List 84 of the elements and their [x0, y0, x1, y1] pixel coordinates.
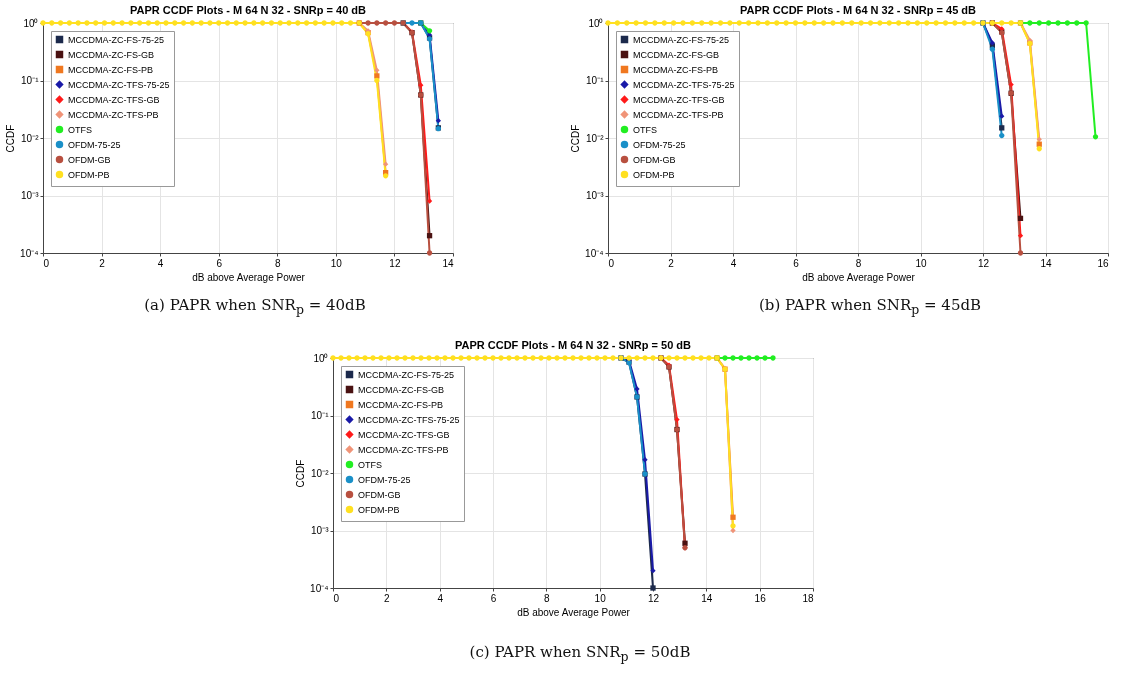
x-tick-label: 6 — [793, 257, 800, 269]
x-tick-label: 8 — [275, 257, 281, 269]
x-tick-label: 2 — [99, 257, 106, 269]
legend-label: OTFS — [358, 459, 382, 470]
x-tick-label: 14 — [442, 257, 454, 269]
x-tick-label: 2 — [668, 257, 675, 269]
x-tick-label: 8 — [544, 592, 551, 604]
legend-label: OFDM-75-25 — [358, 474, 411, 485]
y-tick-label: 10⁻⁴ — [310, 582, 329, 594]
legend-label: MCCDMA-ZC-FS-GB — [68, 49, 154, 60]
legend-label: MCCDMA-ZC-TFS-GB — [358, 429, 450, 440]
y-axis-title: CCDF — [570, 124, 582, 153]
legend-label: OFDM-GB — [358, 489, 401, 500]
x-tick-label: 8 — [855, 257, 862, 269]
y-tick-label: 10⁻¹ — [311, 410, 330, 421]
legend-label: OFDM-75-25 — [68, 139, 121, 150]
legend-label: MCCDMA-ZC-FS-75-25 — [358, 369, 455, 380]
x-tick-label: 10 — [330, 257, 343, 269]
y-axis-title: CCDF — [5, 124, 17, 153]
y-tick-label: 10⁻³ — [586, 190, 605, 201]
x-tick-label: 4 — [437, 592, 444, 604]
legend-label: OFDM-PB — [68, 169, 110, 180]
legend-label: MCCDMA-ZC-FS-75-25 — [633, 34, 730, 45]
y-tick-label: 10⁻¹ — [586, 75, 605, 86]
y-tick-label: 10⁰ — [23, 17, 39, 29]
legend-label: OFDM-PB — [358, 504, 400, 515]
x-tick-label: 14 — [701, 592, 713, 604]
legend-label: MCCDMA-ZC-TFS-GB — [68, 94, 160, 105]
text: (b) PAPR when SNR$_{p}$ = 45dB — [757, 296, 983, 317]
x-tick-label: 12 — [389, 257, 401, 269]
legend-label: MCCDMA-ZC-FS-75-25 — [68, 34, 165, 45]
y-tick-label: 10⁻⁴ — [20, 247, 39, 259]
y-tick-label: 10⁰ — [313, 352, 329, 364]
legend-label: MCCDMA-ZC-FS-PB — [358, 399, 443, 410]
y-tick-label: 10⁻¹ — [21, 75, 40, 86]
x-tick-label: 12 — [977, 257, 990, 269]
legend-label: MCCDMA-ZC-TFS-PB — [68, 109, 159, 120]
legend-label: MCCDMA-ZC-TFS-75-25 — [358, 414, 460, 425]
x-tick-label: 2 — [384, 592, 391, 604]
x-axis-title: dB above Average Power — [802, 271, 916, 283]
chart-title: PAPR CCDF Plots - M 64 N 32 - SNRp = 50 dB — [454, 339, 692, 351]
legend-label: MCCDMA-ZC-FS-GB — [633, 49, 719, 60]
legend-label: MCCDMA-ZC-FS-GB — [358, 384, 444, 395]
chart-title: PAPR CCDF Plots - M 64 N 32 - SNRp = 40 dB — [129, 4, 367, 16]
x-tick-label: 18 — [802, 592, 814, 604]
chart-title: PAPR CCDF Plots - M 64 N 32 - SNRp = 45 dB — [739, 4, 977, 16]
y-tick-label: 10⁻³ — [311, 525, 330, 536]
legend-label: OTFS — [68, 124, 92, 135]
y-tick-label: 10⁰ — [588, 17, 604, 29]
x-tick-label: 0 — [608, 257, 615, 269]
x-axis-title: dB above Average Power — [517, 606, 631, 618]
text: (a) PAPR when SNR$_{p}$ = 40dB — [143, 296, 367, 317]
x-tick-label: 0 — [43, 257, 50, 269]
legend-label: OFDM-GB — [68, 154, 111, 165]
x-tick-label: 16 — [1097, 257, 1109, 269]
legend-label: MCCDMA-ZC-TFS-75-25 — [68, 79, 170, 90]
y-tick-label: 10⁻² — [311, 467, 330, 479]
legend-label: MCCDMA-ZC-TFS-PB — [633, 109, 724, 120]
legend-label: MCCDMA-ZC-TFS-PB — [358, 444, 449, 455]
legend-label: MCCDMA-ZC-TFS-GB — [633, 94, 725, 105]
x-tick-label: 0 — [333, 592, 340, 604]
legend-label: MCCDMA-ZC-FS-PB — [68, 64, 153, 75]
y-tick-label: 10⁻³ — [21, 190, 40, 201]
x-tick-label: 16 — [754, 592, 767, 604]
legend-label: OFDM-GB — [633, 154, 676, 165]
x-tick-label: 14 — [1040, 257, 1052, 269]
legend-label: OTFS — [633, 124, 657, 135]
y-axis-title: CCDF — [295, 459, 307, 488]
legend-label: MCCDMA-ZC-TFS-75-25 — [633, 79, 735, 90]
x-tick-label: 6 — [490, 592, 497, 604]
y-tick-label: 10⁻² — [586, 132, 605, 144]
y-tick-label: 10⁻⁴ — [585, 247, 604, 259]
x-tick-label: 6 — [216, 257, 223, 269]
x-tick-label: 4 — [157, 257, 164, 269]
x-tick-label: 10 — [915, 257, 927, 269]
legend-label: MCCDMA-ZC-FS-PB — [633, 64, 718, 75]
y-tick-label: 10⁻² — [21, 132, 40, 144]
x-axis-title: dB above Average Power — [192, 271, 306, 283]
x-tick-label: 12 — [647, 592, 660, 604]
legend-label: OFDM-PB — [633, 169, 675, 180]
text: (c) PAPR when SNR$_{p}$ = 50dB — [468, 643, 692, 664]
x-tick-label: 4 — [730, 257, 737, 269]
x-tick-label: 10 — [594, 592, 607, 604]
legend-label: OFDM-75-25 — [633, 139, 686, 150]
